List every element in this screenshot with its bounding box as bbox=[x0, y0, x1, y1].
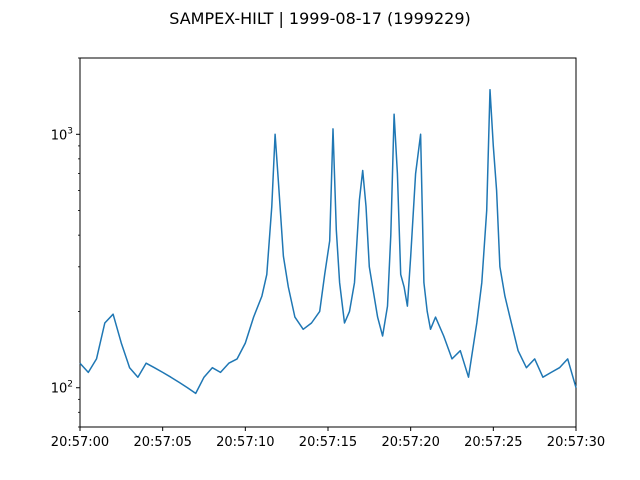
x-tick-label: 20:57:20 bbox=[381, 435, 439, 450]
x-tick-label: 20:57:05 bbox=[133, 435, 191, 450]
x-tick-label: 20:57:10 bbox=[216, 435, 274, 450]
x-axis: 20:57:00 20:57:05 20:57:10 20:57:15 20:57:20… bbox=[51, 427, 605, 450]
x-tick-label: 20:57:25 bbox=[464, 435, 522, 450]
y-axis: 102 103 bbox=[51, 57, 80, 428]
chart-title: SAMPEX-HILT | 1999-08-17 (1999229) bbox=[169, 9, 471, 28]
x-tick-label: 20:57:15 bbox=[299, 435, 357, 450]
series-line bbox=[79, 88, 577, 395]
y-tick-label: 102 bbox=[51, 380, 73, 397]
x-tick-label: 20:57:00 bbox=[51, 435, 109, 450]
x-tick-label: 20:57:30 bbox=[547, 435, 605, 450]
y-tick-label: 103 bbox=[51, 126, 73, 143]
plot-frame bbox=[79, 57, 577, 428]
